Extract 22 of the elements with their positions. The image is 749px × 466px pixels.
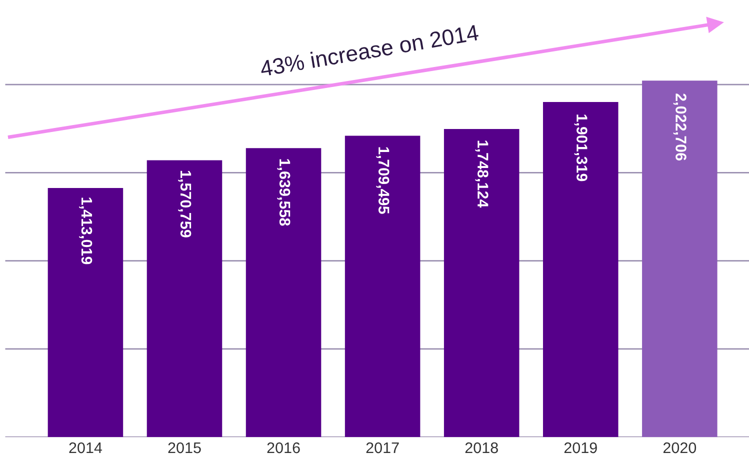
bar: [146, 160, 222, 438]
data-label: 1,639,558: [277, 159, 290, 226]
x-tick-label: 2014: [69, 442, 102, 454]
bar: [543, 102, 618, 438]
x-tick-label: 2016: [267, 442, 300, 454]
data-label: 1,413,019: [79, 198, 92, 264]
bar: [246, 148, 322, 438]
x-tick-label: 2015: [168, 442, 201, 454]
data-label: 1,570,759: [178, 170, 192, 238]
data-label: 2,022,706: [673, 94, 686, 160]
bar: [48, 188, 124, 438]
x-tick-label: 2019: [564, 442, 597, 454]
data-label: 1,901,319: [574, 114, 588, 182]
x-tick-label: 2020: [663, 442, 696, 454]
bar: [642, 80, 718, 438]
bar: [344, 136, 420, 438]
text: 43% increase on 2014: [259, 24, 480, 77]
bar: [444, 128, 520, 438]
data-label: 1,709,495: [376, 147, 390, 214]
x-tick-label: 2017: [366, 442, 399, 454]
x-tick-label: 2018: [465, 442, 498, 454]
data-label: 1,748,124: [475, 140, 488, 208]
